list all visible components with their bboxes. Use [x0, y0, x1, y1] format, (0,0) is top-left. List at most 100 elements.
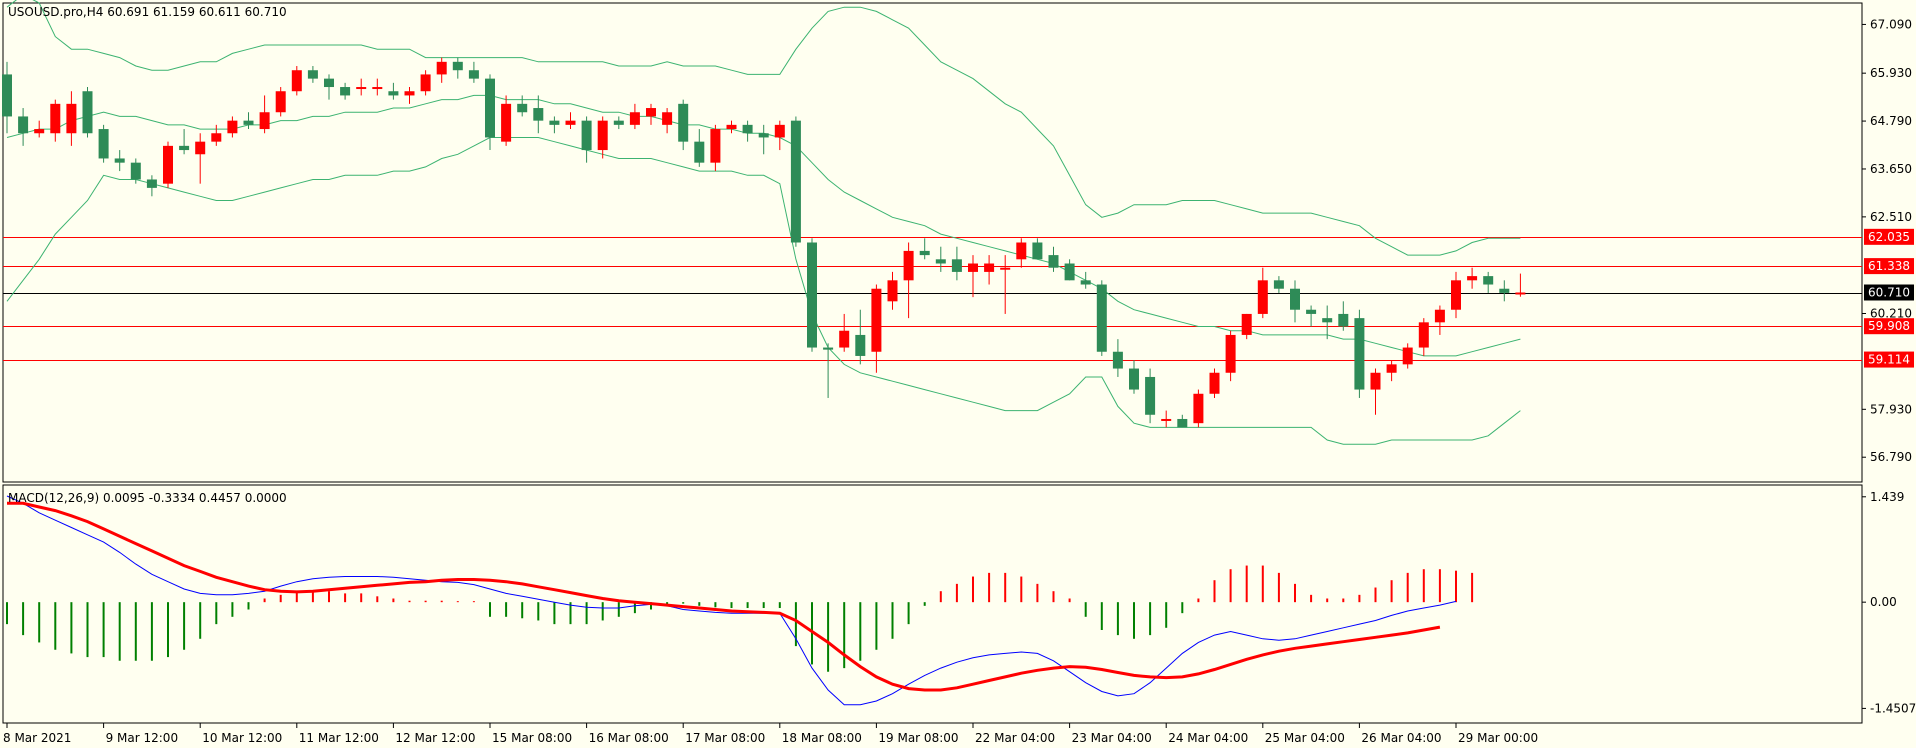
candle-bearish [758, 133, 769, 138]
candle-bullish [1418, 322, 1429, 348]
macd-axis-label: -1.4507 [1870, 701, 1916, 715]
candle-bullish [66, 103, 77, 134]
candle-bullish [501, 103, 512, 142]
candle-bearish [549, 120, 560, 125]
price-panel-frame [2, 2, 1863, 483]
candle-bullish [372, 87, 383, 90]
candle-bearish [613, 120, 624, 125]
candle-bullish [275, 91, 286, 113]
time-axis-label: 24 Mar 04:00 [1168, 731, 1248, 745]
level-price-tag [1864, 258, 1914, 275]
candle-bearish [742, 124, 753, 134]
candle-bearish [1080, 280, 1091, 285]
candle-bearish [919, 250, 930, 256]
price-axis-label: 56.790 [1870, 450, 1912, 464]
bollinger-lower-band [6, 137, 1521, 445]
candle-bullish [1402, 347, 1413, 365]
candle-bearish [1306, 309, 1317, 314]
time-axis-label: 26 Mar 04:00 [1361, 731, 1441, 745]
level-price-tag [1864, 228, 1914, 245]
time-axis-label: 11 Mar 12:00 [299, 731, 379, 745]
level-price-label: 59.908 [1868, 319, 1910, 333]
price-axis-label: 64.790 [1870, 114, 1912, 128]
candle-bullish [1209, 372, 1220, 394]
candle-bullish [195, 141, 206, 155]
candle-bullish [1451, 280, 1461, 310]
candle-bullish [1193, 393, 1204, 424]
candle-bearish [678, 103, 689, 142]
candle-bearish [1273, 280, 1284, 289]
candle-bearish [243, 120, 254, 125]
macd-axis-label: 0.00 [1870, 595, 1897, 609]
level-price-tag [1864, 318, 1914, 335]
time-axis-label: 19 Mar 08:00 [878, 731, 958, 745]
candle-bullish [1467, 276, 1478, 281]
candle-bearish [307, 70, 318, 79]
candle-bearish [935, 259, 946, 264]
price-axis-label: 67.090 [1870, 17, 1912, 31]
candle-bullish [1370, 372, 1381, 390]
candle-bullish [984, 263, 995, 272]
candle-bullish [1225, 334, 1236, 373]
candle-bearish [1322, 318, 1333, 323]
macd-panel-header: MACD(12,26,9) 0.0095 -0.3334 0.4457 0.00… [8, 491, 287, 505]
price-panel-header: USOUSD.pro,H4 60.691 61.159 60.611 60.71… [8, 5, 287, 19]
macd-axis-label: 1.439 [1870, 490, 1904, 504]
level-price-label: 60.710 [1868, 286, 1910, 300]
time-axis-label: 15 Mar 08:00 [492, 731, 572, 745]
time-axis-label: 9 Mar 12:00 [106, 731, 179, 745]
price-axis-label: 60.210 [1870, 307, 1912, 321]
candle-bearish [855, 334, 866, 356]
candle-bullish [1434, 309, 1445, 323]
price-axis-label: 62.510 [1870, 210, 1912, 224]
candle-bullish [227, 120, 238, 134]
candle-bearish [1064, 263, 1075, 281]
time-axis-label: 18 Mar 08:00 [782, 731, 862, 745]
candle-bearish [790, 120, 801, 243]
macd-panel-frame [2, 484, 1863, 724]
macd-line [6, 495, 1457, 706]
candle-bearish [1048, 255, 1059, 268]
candle-bullish [565, 120, 576, 125]
candle-bullish [420, 74, 431, 92]
candle-bullish [34, 129, 45, 134]
candle-bullish [774, 124, 785, 138]
candle-bearish [98, 129, 109, 159]
candle-bullish [839, 330, 850, 348]
candle-bullish [1515, 292, 1526, 295]
candle-bearish [1354, 318, 1365, 390]
candle-bullish [404, 91, 415, 96]
candle-bullish [1016, 242, 1027, 260]
candle-bullish [1000, 267, 1011, 270]
candle-bearish [179, 145, 190, 151]
candle-bullish [662, 112, 673, 125]
candle-bearish [1290, 288, 1300, 310]
candle-bullish [597, 120, 608, 151]
candle-bullish [163, 145, 173, 184]
candle-bullish [259, 112, 270, 130]
level-price-label: 59.114 [1868, 353, 1910, 367]
candle-bullish [629, 112, 640, 125]
candle-bearish [517, 103, 528, 113]
candle-bearish [951, 259, 962, 272]
candle-bullish [211, 133, 222, 142]
candle-bullish [903, 250, 914, 281]
candle-bearish [1096, 284, 1107, 352]
candle-bullish [710, 129, 721, 163]
level-price-tag [1864, 351, 1914, 368]
time-axis-label: 10 Mar 12:00 [202, 731, 282, 745]
candle-bearish [533, 108, 544, 121]
candle-bullish [436, 61, 447, 75]
price-axis-label: 65.930 [1870, 66, 1912, 80]
candle-bearish [1032, 242, 1043, 260]
candle-bullish [1241, 313, 1252, 335]
candle-bearish [130, 162, 141, 180]
time-axis-label: 25 Mar 04:00 [1265, 731, 1345, 745]
time-axis-label: 12 Mar 12:00 [395, 731, 475, 745]
time-axis-label: 23 Mar 04:00 [1072, 731, 1152, 745]
candle-bullish [646, 108, 656, 117]
candle-bearish [1483, 276, 1494, 285]
candle-bearish [823, 347, 834, 350]
